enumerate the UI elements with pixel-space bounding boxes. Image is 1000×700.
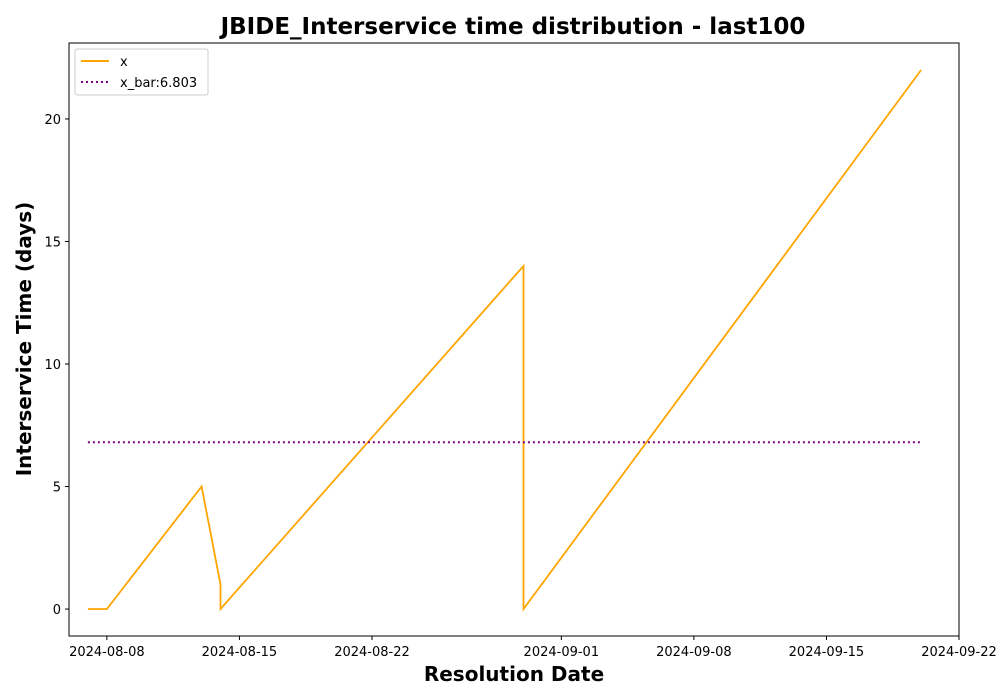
y-tick-label: 5 (53, 481, 61, 496)
y-tick-label: 15 (44, 235, 61, 250)
series-line-x (87, 69, 922, 612)
legend-label-x-bar: x_bar:6.803 (120, 76, 197, 91)
x-tick-label: 2024-08-08 (69, 645, 145, 660)
y-tick-label: 20 (44, 113, 61, 128)
y-tick-label: 0 (53, 603, 61, 618)
x-axis-title: Resolution Date (424, 662, 604, 686)
x-tick-label: 2024-09-15 (789, 645, 865, 660)
plot-area (68, 42, 960, 637)
series-group (87, 69, 922, 612)
x-tick-label: 2024-09-01 (524, 645, 600, 660)
x-tick-label: 2024-08-22 (334, 645, 410, 660)
y-axis-title: Interservice Time (days) (12, 202, 36, 477)
y-tick-label: 10 (44, 358, 61, 373)
x-axis: 2024-08-08 2024-08-15 2024-08-22 2024-09-01… (69, 636, 997, 660)
legend: x x_bar:6.803 (74, 48, 209, 96)
legend-label-x: x (120, 55, 128, 70)
y-axis: 0 5 10 15 20 (44, 113, 69, 618)
x-tick-label: 2024-09-08 (656, 645, 732, 660)
x-tick-label: 2024-08-15 (202, 645, 278, 660)
x-tick-label: 2024-09-22 (921, 645, 997, 660)
chart-title: JBIDE_Interservice time distribution - l… (219, 14, 806, 40)
